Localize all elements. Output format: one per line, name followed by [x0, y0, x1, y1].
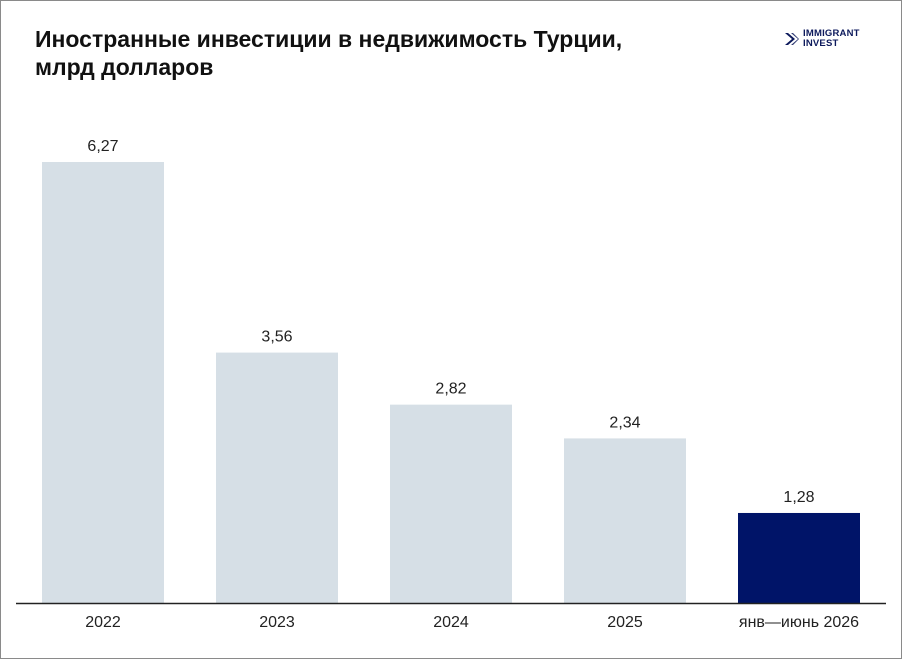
logo-line-2: INVEST	[803, 37, 839, 49]
x-tick-label-0: 2022	[85, 614, 121, 631]
value-label-2: 2,82	[435, 381, 466, 398]
value-label-1: 3,56	[261, 329, 292, 346]
bar-1	[216, 352, 338, 603]
x-tick-label-2: 2024	[433, 614, 469, 631]
logo-text: IMMIGRANT INVEST	[803, 29, 860, 48]
bar-3	[564, 438, 686, 603]
bar-4	[738, 512, 860, 603]
chart-title-line-2: млрд долларов	[35, 54, 214, 80]
x-tick-label-1: 2023	[259, 614, 295, 631]
value-label-0: 6,27	[87, 138, 118, 155]
bar-2	[390, 404, 512, 603]
arrow-logo-icon	[785, 33, 799, 45]
chart-title: Иностранные инвестиции в недвижимость Ту…	[35, 25, 675, 81]
x-tick-label-4: янв—июнь 2026	[739, 614, 859, 631]
value-label-4: 1,28	[783, 489, 814, 506]
value-label-3: 2,34	[609, 414, 640, 431]
x-tick-label-3: 2025	[607, 614, 643, 631]
immigrant-invest-logo: IMMIGRANT INVEST	[783, 28, 883, 50]
logo-line-1: IMMIGRANT	[803, 28, 860, 39]
bar-0	[42, 162, 164, 603]
chart-title-line-1: Иностранные инвестиции в недвижимость Ту…	[35, 26, 623, 52]
